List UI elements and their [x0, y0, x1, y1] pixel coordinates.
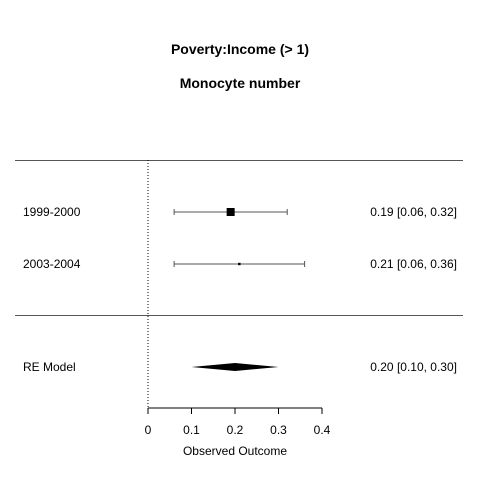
point-estimate: [226, 208, 235, 216]
chart-subtitle: Monocyte number: [180, 75, 301, 91]
x-tick-label: 0.4: [314, 423, 331, 437]
x-tick-label: 0: [145, 423, 152, 437]
study-label: 1999-2000: [23, 205, 81, 219]
summary-label: RE Model: [23, 360, 76, 374]
point-estimate: [238, 262, 241, 266]
study-rows: 1999-2000 0.19 [0.06, 0.32] 2003-2004 0.21 …: [23, 205, 457, 271]
x-tick-label: 0.1: [183, 423, 200, 437]
study-label: 2003-2004: [23, 257, 81, 271]
estimate-text: 0.19 [0.06, 0.32]: [370, 205, 457, 219]
summary-diamond: [191, 363, 279, 371]
summary-estimate-text: 0.20 [0.10, 0.30]: [370, 360, 457, 374]
x-axis-label: Observed Outcome: [183, 444, 287, 458]
x-axis: 0 0.1 0.2 0.3 0.4: [145, 407, 331, 437]
x-tick-label: 0.3: [270, 423, 287, 437]
x-tick-label: 0.2: [227, 423, 244, 437]
study-row: 2003-2004 0.21 [0.06, 0.36]: [23, 257, 457, 271]
study-row: 1999-2000 0.19 [0.06, 0.32]: [23, 205, 457, 219]
estimate-text: 0.21 [0.06, 0.36]: [370, 257, 457, 271]
summary-row: RE Model 0.20 [0.10, 0.30]: [23, 360, 457, 374]
chart-title: Poverty:Income (> 1): [171, 41, 309, 57]
